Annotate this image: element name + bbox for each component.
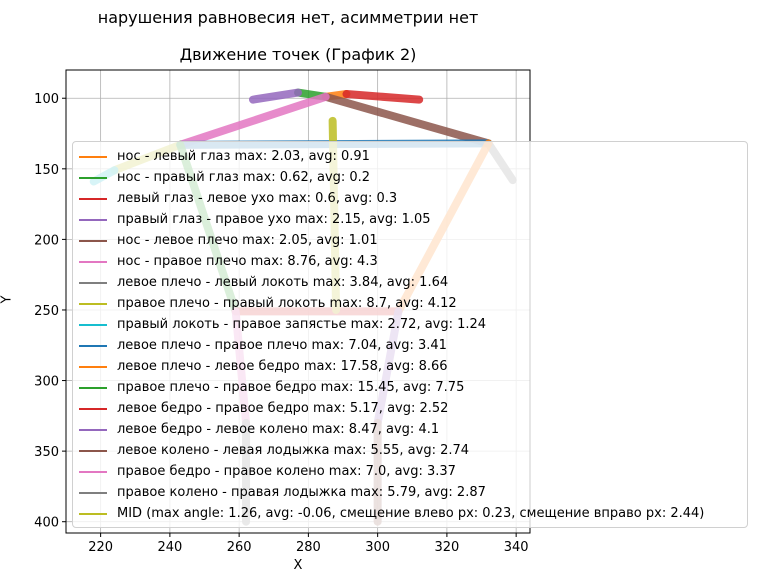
legend-item: левый глаз - левое ухо max: 0.6, avg: 0.… <box>79 188 747 209</box>
y-tick-label: 100 <box>34 92 59 107</box>
legend-swatch <box>79 470 107 473</box>
x-tick-label: 280 <box>296 540 321 555</box>
y-tick-label: 200 <box>34 233 59 248</box>
legend-swatch <box>79 491 107 494</box>
legend-item: нос - левый глаз max: 2.03, avg: 0.91 <box>79 146 747 167</box>
legend-item: левое бедро - левое колено max: 8.47, av… <box>79 419 747 440</box>
series-line-4 <box>321 92 493 148</box>
legend: нос - левый глаз max: 2.03, avg: 0.91 нос… <box>72 141 748 528</box>
legend-label: правый локоть - правое запястье max: 2.7… <box>117 317 487 332</box>
legend-swatch <box>79 302 107 305</box>
legend-item: правое плечо - правый локоть max: 8.7, a… <box>79 293 747 314</box>
legend-label: левое плечо - левый локоть max: 3.84, av… <box>117 275 449 290</box>
legend-item: нос - правое плечо max: 8.76, avg: 4.3 <box>79 251 747 272</box>
legend-label: левое колено - левая лодыжка max: 5.55, … <box>117 443 470 458</box>
legend-swatch <box>79 239 107 242</box>
legend-label: правое плечо - правое бедро max: 15.45, … <box>117 380 465 395</box>
legend-label: нос - правый глаз max: 0.62, avg: 0.2 <box>117 170 371 185</box>
legend-item: нос - правый глаз max: 0.62, avg: 0.2 <box>79 167 747 188</box>
legend-item: левое плечо - левое бедро max: 17.58, av… <box>79 356 747 377</box>
legend-item: правое бедро - правое колено max: 7.0, a… <box>79 461 747 482</box>
legend-label: правое плечо - правый локоть max: 8.7, a… <box>117 296 457 311</box>
y-axis-label: Y <box>0 295 15 304</box>
legend-swatch <box>79 197 107 200</box>
tick-layer: 220 240 260 280 300 320 340 100 150 200 250 300 350 4… <box>34 92 528 555</box>
legend-label: левое бедро - правое бедро max: 5.17, av… <box>117 401 449 416</box>
legend-label: левое плечо - правое плечо max: 7.04, av… <box>117 338 447 353</box>
y-tick-label: 250 <box>34 304 59 319</box>
legend-item: левое колено - левая лодыжка max: 5.55, … <box>79 440 747 461</box>
legend-swatch <box>79 344 107 347</box>
legend-label: правое колено - правая лодыжка max: 5.79… <box>117 485 486 500</box>
series-line-5 <box>176 92 330 149</box>
legend-swatch <box>79 260 107 263</box>
series-line-2 <box>342 89 424 104</box>
legend-item: правый глаз - правое ухо max: 2.15, avg:… <box>79 209 747 230</box>
suptitle: нарушения равновесия нет, асимметрии нет <box>97 8 479 27</box>
legend-label: правое бедро - правое колено max: 7.0, a… <box>117 464 456 479</box>
legend-label: левое плечо - левое бедро max: 17.58, av… <box>117 359 448 374</box>
legend-item: левое плечо - правое плечо max: 7.04, av… <box>79 335 747 356</box>
x-tick-label: 220 <box>88 540 113 555</box>
legend-swatch <box>79 176 107 179</box>
y-tick-label: 150 <box>34 163 59 178</box>
legend-swatch <box>79 512 107 515</box>
x-tick-label: 240 <box>157 540 182 555</box>
legend-swatch <box>79 386 107 389</box>
y-tick-label: 350 <box>34 445 59 460</box>
legend-swatch <box>79 218 107 221</box>
legend-swatch <box>79 281 107 284</box>
legend-item: правое колено - правая лодыжка max: 5.79… <box>79 482 747 503</box>
legend-swatch <box>79 365 107 368</box>
legend-label: нос - левое плечо max: 2.05, avg: 1.01 <box>117 233 378 248</box>
chart-title: Движение точек (График 2) <box>179 45 417 64</box>
x-axis-label: X <box>293 558 303 573</box>
legend-item: левое бедро - правое бедро max: 5.17, av… <box>79 398 747 419</box>
legend-label: нос - правое плечо max: 8.76, avg: 4.3 <box>117 254 378 269</box>
legend-label: нос - левый глаз max: 2.03, avg: 0.91 <box>117 149 370 164</box>
x-tick-label: 300 <box>365 540 390 555</box>
legend-label: правый глаз - правое ухо max: 2.15, avg:… <box>117 212 431 227</box>
legend-swatch <box>79 428 107 431</box>
legend-item: MID (max angle: 1.26, avg: -0.06, смещен… <box>79 503 747 524</box>
legend-item: правый локоть - правое запястье max: 2.7… <box>79 314 747 335</box>
legend-swatch <box>79 155 107 158</box>
legend-swatch <box>79 323 107 326</box>
x-tick-label: 320 <box>434 540 459 555</box>
legend-label: MID (max angle: 1.26, avg: -0.06, смещен… <box>117 506 705 521</box>
x-tick-label: 260 <box>227 540 252 555</box>
legend-label: левое бедро - левое колено max: 8.47, av… <box>117 422 440 437</box>
legend-swatch <box>79 449 107 452</box>
y-tick-label: 300 <box>34 375 59 390</box>
legend-item: левое плечо - левый локоть max: 3.84, av… <box>79 272 747 293</box>
x-tick-label: 340 <box>504 540 529 555</box>
legend-item: правое плечо - правое бедро max: 15.45, … <box>79 377 747 398</box>
legend-swatch <box>79 407 107 410</box>
legend-label: левый глаз - левое ухо max: 0.6, avg: 0.… <box>117 191 398 206</box>
y-tick-label: 400 <box>34 516 59 531</box>
series-line-3 <box>248 88 302 104</box>
legend-item: нос - левое плечо max: 2.05, avg: 1.01 <box>79 230 747 251</box>
